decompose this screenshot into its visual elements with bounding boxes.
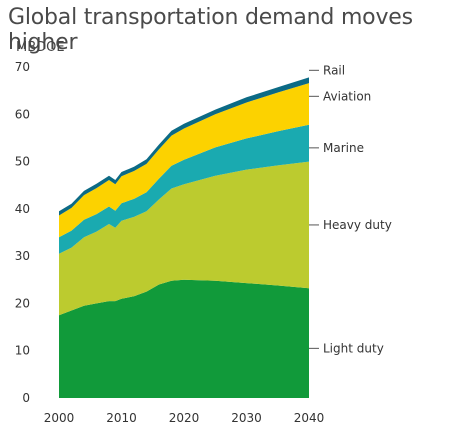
x-tick-labels: 2000 2010 2020 2030 2040	[44, 411, 325, 425]
area-marine	[59, 124, 309, 254]
series-label-aviation: Aviation	[323, 89, 371, 103]
area-layers	[59, 77, 309, 398]
y-tick-label: 10	[15, 344, 30, 358]
x-tick-label: 2040	[294, 411, 325, 425]
area-light-duty	[59, 279, 309, 398]
y-tick-label: 50	[15, 155, 30, 169]
y-tick-label: 40	[15, 202, 30, 216]
x-tick-label: 2010	[106, 411, 137, 425]
y-tick-label: 30	[15, 249, 30, 263]
y-tick-labels: 0 10 20 30 40 50 60 70	[15, 60, 30, 405]
x-tick-label: 2000	[44, 411, 75, 425]
series-label-heavy-duty: Heavy duty	[323, 218, 392, 232]
area-heavy-duty	[59, 161, 309, 316]
y-tick-label: 60	[15, 107, 30, 121]
series-label-rail: Rail	[323, 63, 345, 77]
chart-title: Global transportation demand moves highe…	[8, 5, 413, 55]
y-tick-label: 20	[15, 296, 30, 310]
y-tick-label: 0	[22, 391, 30, 405]
x-tick-label: 2020	[169, 411, 200, 425]
y-tick-label: 70	[15, 60, 30, 74]
area-aviation	[59, 83, 309, 238]
x-tick-label: 2030	[231, 411, 262, 425]
series-labels: Light duty Heavy duty Marine Aviation Rail	[309, 63, 392, 355]
series-label-marine: Marine	[323, 141, 364, 155]
y-axis-unit: MBDOE	[16, 40, 65, 55]
series-label-light-duty: Light duty	[323, 341, 384, 355]
